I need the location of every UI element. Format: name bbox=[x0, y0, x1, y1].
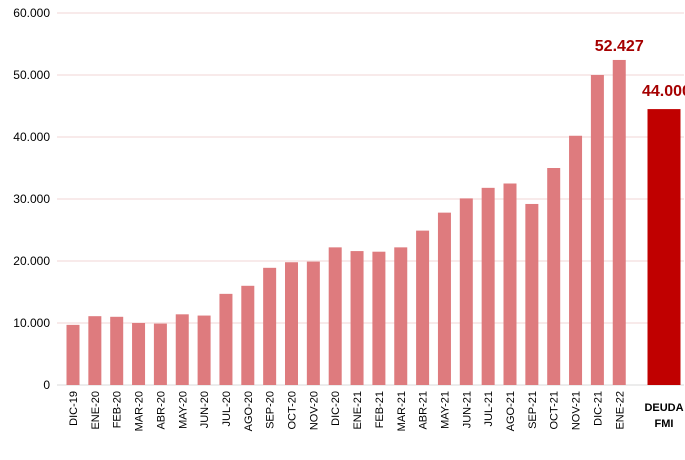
x-tick-label: ABR-20 bbox=[155, 391, 167, 430]
bar bbox=[197, 315, 211, 385]
bar bbox=[219, 293, 233, 385]
bar bbox=[241, 285, 255, 385]
bar bbox=[263, 267, 277, 385]
x-tick-label: DIC-21 bbox=[592, 391, 604, 426]
bar bbox=[394, 247, 408, 385]
y-tick-label: 0 bbox=[43, 378, 50, 392]
x-tick-label: AGO-21 bbox=[505, 391, 517, 431]
bar bbox=[66, 324, 80, 385]
bars bbox=[66, 59, 681, 385]
x-tick-label: NOV-20 bbox=[308, 391, 320, 430]
highlight-bar bbox=[647, 109, 681, 385]
data-label: 44.000 bbox=[642, 83, 685, 100]
x-tick-label: ENE-20 bbox=[90, 391, 102, 430]
x-tick-label: SEP-21 bbox=[527, 391, 539, 429]
bar bbox=[132, 323, 146, 385]
x-tick-label: SEP-20 bbox=[265, 391, 277, 429]
x-tick-label: OCT-21 bbox=[549, 391, 561, 430]
x-tick-label: FEB-20 bbox=[112, 391, 124, 428]
x-tick-label: JUL-20 bbox=[221, 391, 233, 426]
x-tick-label: DIC-20 bbox=[330, 391, 342, 426]
x-tick-label: AGO-20 bbox=[243, 391, 255, 431]
bar bbox=[350, 251, 364, 385]
bar bbox=[503, 183, 517, 385]
bar bbox=[328, 247, 342, 385]
x-tick-label: MAY-20 bbox=[177, 391, 189, 429]
x-tick-label: ENE-21 bbox=[352, 391, 364, 430]
x-axis-tick-labels: DIC-19 ENE-20 FEB-20 MAR-20 ABR-20 MAY-20 JUN-… bbox=[68, 391, 684, 431]
x-tick-label-highlight-line2: FMI bbox=[655, 418, 674, 430]
x-tick-label: ABR-21 bbox=[418, 391, 430, 430]
bar bbox=[547, 168, 561, 385]
x-tick-label: NOV-21 bbox=[571, 391, 583, 430]
y-tick-label: 20.000 bbox=[13, 254, 50, 268]
bar bbox=[285, 262, 298, 385]
y-tick-label: 60.000 bbox=[13, 6, 50, 20]
bar bbox=[153, 323, 167, 385]
gridlines bbox=[57, 12, 684, 324]
data-label: 52.427 bbox=[595, 38, 644, 55]
x-tick-label: ENE-22 bbox=[614, 391, 626, 430]
x-tick-label: FEB-21 bbox=[374, 391, 386, 428]
bar bbox=[569, 135, 583, 385]
y-tick-label: 10.000 bbox=[13, 316, 50, 330]
y-tick-label: 30.000 bbox=[13, 192, 50, 206]
bar bbox=[372, 251, 386, 385]
bar bbox=[437, 212, 451, 385]
data-labels: 52.427 44.000 bbox=[595, 38, 685, 100]
x-tick-label: OCT-20 bbox=[287, 391, 299, 430]
y-tick-label: 50.000 bbox=[13, 68, 50, 82]
bar bbox=[612, 59, 626, 385]
bar bbox=[459, 198, 473, 385]
bar bbox=[590, 75, 604, 385]
x-tick-label: MAY-21 bbox=[439, 391, 451, 429]
x-tick-label: DIC-19 bbox=[68, 391, 80, 426]
y-tick-label: 40.000 bbox=[13, 130, 50, 144]
bar bbox=[88, 316, 102, 385]
y-axis-tick-labels: 0 10.000 20.000 30.000 40.000 50.000 60.000 bbox=[13, 6, 50, 392]
bar bbox=[416, 230, 430, 385]
x-tick-label: JUN-21 bbox=[461, 391, 473, 428]
x-tick-label: JUN-20 bbox=[199, 391, 211, 428]
bar bbox=[110, 316, 124, 385]
bar bbox=[525, 203, 539, 385]
bar bbox=[481, 187, 495, 385]
x-tick-label: MAR-21 bbox=[396, 391, 408, 431]
bar bbox=[175, 314, 189, 385]
x-tick-label-highlight-line1: DEUDA bbox=[644, 402, 683, 414]
bar bbox=[306, 261, 320, 385]
x-tick-label: MAR-20 bbox=[134, 391, 146, 431]
x-tick-label: JUL-21 bbox=[483, 391, 495, 426]
